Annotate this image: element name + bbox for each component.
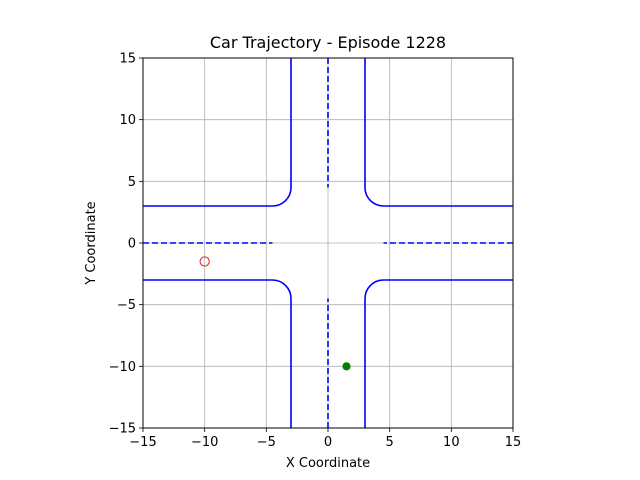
x-tick-label-4: 5 [386, 435, 394, 450]
y-tick-label-5: 10 [119, 113, 136, 128]
trajectory-points [199, 256, 351, 371]
chart-title: Car Trajectory - Episode 1228 [210, 33, 446, 52]
end-point-marker [342, 362, 351, 371]
road-lines [143, 58, 513, 428]
y-axis-label: Y Coordinate [84, 201, 99, 285]
y-tick-label-1: −10 [109, 360, 136, 375]
y-tick-label-3: 0 [128, 237, 136, 252]
x-tick-label-6: 15 [505, 435, 522, 450]
x-tick-label-3: 0 [324, 435, 332, 450]
x-tick-label-5: 10 [443, 435, 460, 450]
y-tick-label-4: 5 [128, 175, 136, 190]
x-tick-label-2: −5 [257, 435, 276, 450]
x-tick-label-1: −10 [191, 435, 218, 450]
x-axis-ticks: −15 −10 −5 0 5 10 15 [129, 428, 521, 450]
road-corner-2 [272, 279, 292, 299]
y-axis-ticks: −15 −10 −5 0 5 10 15 [109, 52, 143, 437]
road-corner-0 [272, 187, 292, 207]
y-tick-label-2: −5 [117, 298, 136, 313]
road-corner-1 [364, 187, 384, 207]
y-tick-label-0: −15 [109, 422, 136, 437]
x-axis-label: X Coordinate [286, 456, 370, 471]
y-tick-label-6: 15 [119, 52, 136, 67]
x-tick-label-0: −15 [129, 435, 156, 450]
road-corner-3 [364, 279, 384, 299]
start-point-marker [199, 256, 210, 267]
